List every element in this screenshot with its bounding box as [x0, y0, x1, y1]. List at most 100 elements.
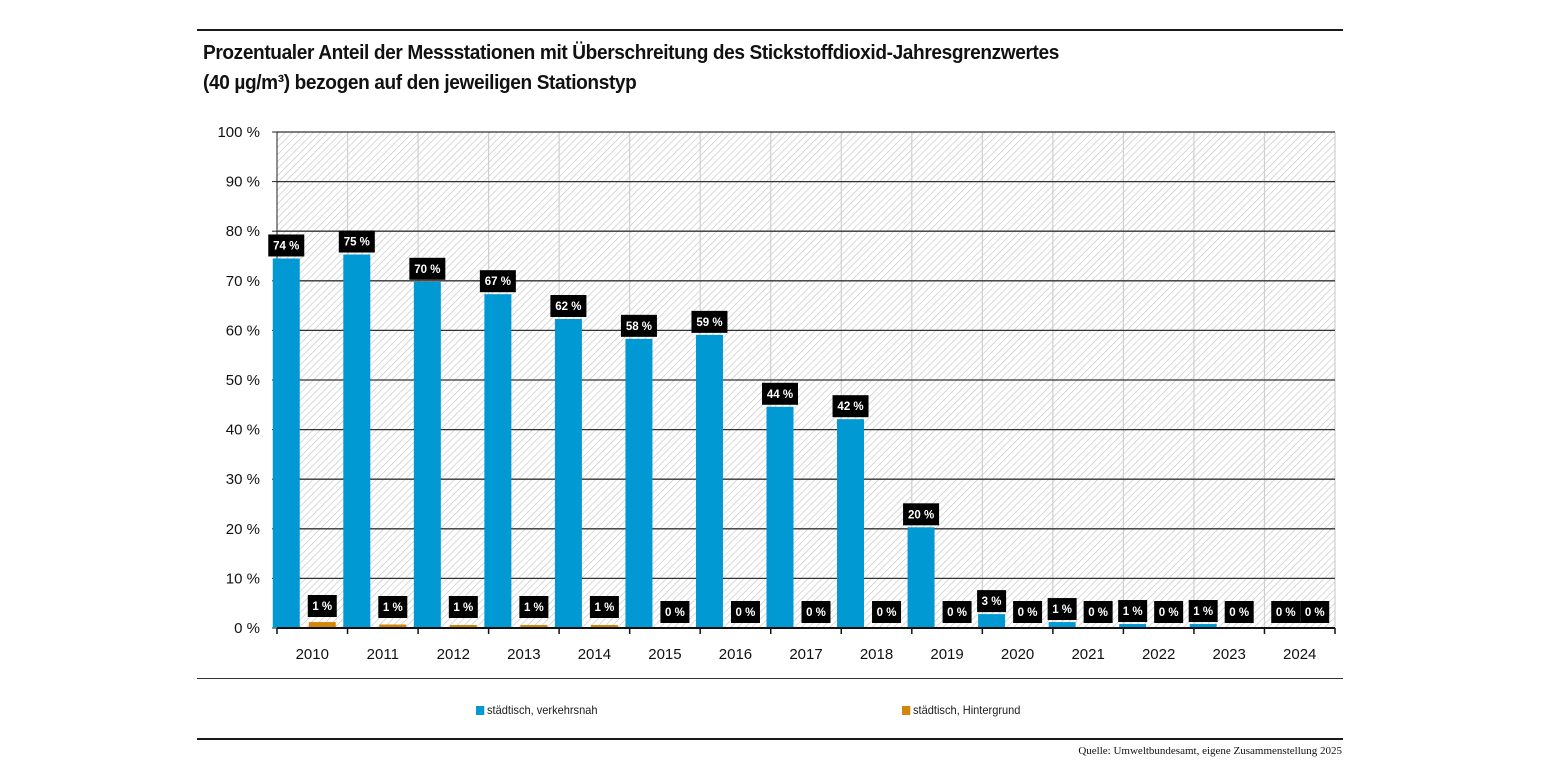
- x-tick-label: 2015: [648, 646, 681, 663]
- data-label-bg: [378, 596, 408, 618]
- data-label: 1 %: [589, 596, 619, 618]
- data-label-text: 0 %: [806, 607, 826, 619]
- y-tick-label: 90 %: [226, 174, 260, 191]
- legend-swatch-orange: [902, 705, 911, 715]
- data-label-text: 74 %: [273, 240, 299, 252]
- data-label: 58 %: [620, 314, 657, 337]
- data-label-text: 1 %: [453, 602, 473, 614]
- data-label: 44 %: [762, 382, 798, 405]
- data-label-bg: [1154, 601, 1184, 623]
- y-tick-label: 10 %: [226, 570, 260, 587]
- legend-label: städtisch, verkehrsnah: [487, 703, 598, 717]
- data-label: 1 %: [519, 596, 549, 618]
- y-tick-label: 40 %: [226, 422, 260, 439]
- data-label-bg: [448, 596, 478, 618]
- data-label-text: 70 %: [414, 264, 440, 276]
- data-label: 0 %: [1224, 601, 1254, 623]
- data-label-bg: [691, 310, 728, 333]
- data-label-text: 0 %: [665, 607, 685, 619]
- data-label-bg: [589, 596, 619, 618]
- x-tick-label: 2012: [437, 646, 470, 663]
- data-label-bg: [338, 230, 375, 253]
- data-label: 1 %: [378, 596, 408, 618]
- data-label-text: 62 %: [555, 301, 581, 313]
- data-label: 75 %: [338, 230, 375, 253]
- data-label-text: 44 %: [767, 389, 793, 401]
- data-label-text: 1 %: [1052, 604, 1072, 616]
- data-label: 59 %: [691, 310, 728, 333]
- legend-top-rule: [197, 678, 1343, 679]
- data-label-bg: [1013, 601, 1043, 623]
- y-tick-label: 20 %: [226, 521, 260, 538]
- y-tick-label: 30 %: [226, 471, 260, 488]
- data-label: 70 %: [409, 257, 446, 280]
- data-label: 0 %: [801, 601, 831, 623]
- data-label: 1 %: [1188, 600, 1218, 623]
- data-label: 0 %: [1271, 601, 1301, 623]
- data-label-text: 0 %: [1088, 607, 1108, 619]
- bar-verkehrsnah: [766, 406, 794, 628]
- bars: [272, 254, 1217, 628]
- data-label: 74 %: [268, 234, 305, 257]
- top-rule: [197, 29, 1343, 31]
- bar-verkehrsnah: [413, 281, 441, 628]
- x-tick-label: 2013: [507, 646, 540, 663]
- data-label: 0 %: [1013, 601, 1043, 623]
- data-label-bg: [1118, 600, 1148, 623]
- data-label: 0 %: [1154, 601, 1184, 623]
- legend-label: städtisch, Hintergrund: [913, 703, 1021, 717]
- data-label-bg: [801, 601, 831, 623]
- data-label-bg: [1047, 598, 1077, 621]
- x-tick-label: 2019: [930, 646, 963, 663]
- data-label-bg: [550, 294, 587, 317]
- data-label-text: 1 %: [312, 601, 332, 613]
- data-label: 62 %: [550, 294, 587, 317]
- data-label-text: 0 %: [1159, 607, 1179, 619]
- data-label-bg: [620, 314, 657, 337]
- chart-title-line1: Prozentualer Anteil der Messstationen mi…: [203, 41, 1059, 64]
- bar-verkehrsnah: [978, 614, 1006, 628]
- data-label-text: 0 %: [1018, 607, 1038, 619]
- y-tick-label: 60 %: [226, 322, 260, 339]
- bar-hintergrund: [379, 624, 407, 628]
- data-label-bg: [832, 395, 869, 418]
- x-tick-label: 2016: [719, 646, 752, 663]
- bottom-rule: [197, 738, 1343, 740]
- data-label: 67 %: [479, 270, 516, 293]
- data-label: 1 %: [1118, 600, 1148, 623]
- data-label-text: 1 %: [524, 602, 544, 614]
- legend: städtisch, verkehrsnah städtisch, Hinter…: [0, 703, 1545, 719]
- y-axis-ticks: 0 % 10 % 20 % 30 % 40 % 50 % 60 % 70 % 80 % 90 % 1…: [217, 124, 278, 637]
- data-label: 1 %: [1047, 598, 1077, 621]
- data-label-bg: [1083, 601, 1113, 623]
- y-tick-label: 50 %: [226, 372, 260, 389]
- data-label-bg: [903, 503, 940, 526]
- data-label: 1 %: [307, 595, 337, 617]
- legend-item-staedtisch-verkehrsnah: städtisch, verkehrsnah: [476, 703, 597, 717]
- data-label-bg: [660, 601, 690, 623]
- data-label-text: 58 %: [626, 321, 652, 333]
- chart-title-line2: (40 µg/m³) bezogen auf den jeweiligen St…: [203, 71, 637, 94]
- bar-verkehrsnah: [1189, 624, 1217, 628]
- data-label-bg: [268, 234, 305, 257]
- x-tick-label: 2014: [578, 646, 611, 663]
- bar-verkehrsnah: [1119, 624, 1147, 628]
- data-label-bg: [519, 596, 549, 618]
- x-tick-label: 2020: [1001, 646, 1034, 663]
- bar-hintergrund: [590, 625, 618, 628]
- data-label-text: 0 %: [1229, 607, 1249, 619]
- y-tick-label: 0 %: [234, 620, 260, 637]
- data-label-text: 0 %: [877, 607, 897, 619]
- data-label: 0 %: [872, 601, 902, 623]
- data-label-text: 1 %: [594, 602, 614, 614]
- x-tick-label: 2011: [367, 646, 399, 663]
- data-label-bg: [1188, 600, 1218, 623]
- x-axis: 2010 2011 2012 2013 2014 2015 2016 2017 2018 2019…: [276, 627, 1336, 663]
- y-tick-label: 70 %: [226, 273, 260, 290]
- data-label: 1 %: [448, 596, 478, 618]
- data-label: 0 %: [730, 601, 760, 623]
- x-tick-label: 2024: [1283, 646, 1316, 663]
- bar-verkehrsnah: [907, 527, 935, 628]
- chart-title: Prozentualer Anteil der Messstationen mi…: [203, 38, 1059, 98]
- data-label-bg: [977, 590, 1007, 613]
